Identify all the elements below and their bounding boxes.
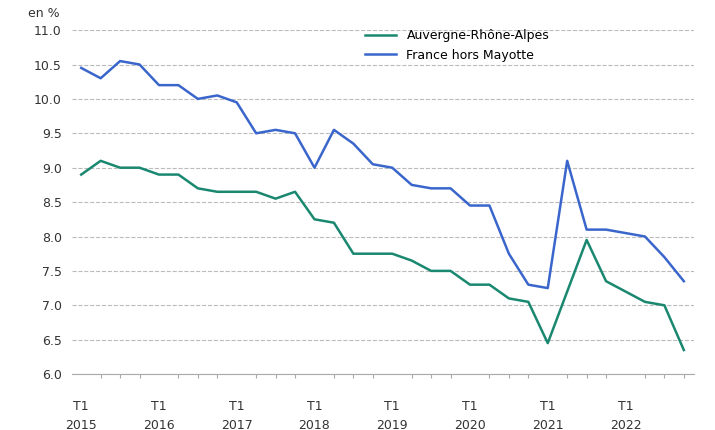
Auvergne-Rhône-Alpes <box>135 165 144 170</box>
Auvergne-Rhône-Alpes <box>621 289 630 294</box>
Text: 2021: 2021 <box>532 419 563 430</box>
Auvergne-Rhône-Alpes <box>446 268 455 273</box>
France hors Mayotte <box>485 203 494 208</box>
Auvergne-Rhône-Alpes <box>563 289 571 294</box>
Auvergne-Rhône-Alpes <box>582 237 591 243</box>
Text: 2015: 2015 <box>65 419 97 430</box>
France hors Mayotte <box>543 286 552 291</box>
Text: T1: T1 <box>462 400 478 413</box>
Auvergne-Rhône-Alpes <box>271 196 280 201</box>
Text: en %: en % <box>28 7 59 20</box>
Text: 2017: 2017 <box>221 419 252 430</box>
France hors Mayotte <box>388 165 397 170</box>
France hors Mayotte <box>524 282 533 287</box>
Text: T1: T1 <box>540 400 556 413</box>
Line: France hors Mayotte: France hors Mayotte <box>82 61 684 288</box>
Text: 2018: 2018 <box>299 419 330 430</box>
France hors Mayotte <box>116 58 124 64</box>
Auvergne-Rhône-Alpes <box>194 186 202 191</box>
Text: T1: T1 <box>151 400 167 413</box>
Auvergne-Rhône-Alpes <box>602 279 611 284</box>
Auvergne-Rhône-Alpes <box>543 341 552 346</box>
France hors Mayotte <box>97 76 105 81</box>
Auvergne-Rhône-Alpes <box>465 282 474 287</box>
Auvergne-Rhône-Alpes <box>116 165 124 170</box>
France hors Mayotte <box>252 131 260 136</box>
France hors Mayotte <box>310 165 319 170</box>
Text: 2019: 2019 <box>376 419 408 430</box>
France hors Mayotte <box>660 255 669 260</box>
Auvergne-Rhône-Alpes <box>77 172 86 177</box>
Text: 2022: 2022 <box>610 419 641 430</box>
Auvergne-Rhône-Alpes <box>97 158 105 163</box>
France hors Mayotte <box>291 131 300 136</box>
France hors Mayotte <box>465 203 474 208</box>
France hors Mayotte <box>330 127 338 132</box>
Auvergne-Rhône-Alpes <box>505 296 513 301</box>
France hors Mayotte <box>232 100 241 105</box>
Auvergne-Rhône-Alpes <box>427 268 435 273</box>
Auvergne-Rhône-Alpes <box>368 251 377 256</box>
France hors Mayotte <box>194 96 202 101</box>
Auvergne-Rhône-Alpes <box>641 299 649 304</box>
Auvergne-Rhône-Alpes <box>174 172 183 177</box>
Auvergne-Rhône-Alpes <box>291 189 300 194</box>
Auvergne-Rhône-Alpes <box>252 189 260 194</box>
Auvergne-Rhône-Alpes <box>310 217 319 222</box>
France hors Mayotte <box>135 62 144 67</box>
France hors Mayotte <box>679 279 688 284</box>
Auvergne-Rhône-Alpes <box>349 251 358 256</box>
Auvergne-Rhône-Alpes <box>660 303 669 308</box>
Auvergne-Rhône-Alpes <box>524 299 533 304</box>
France hors Mayotte <box>349 141 358 146</box>
France hors Mayotte <box>602 227 611 232</box>
Legend: Auvergne-Rhône-Alpes, France hors Mayotte: Auvergne-Rhône-Alpes, France hors Mayott… <box>365 30 549 62</box>
Auvergne-Rhône-Alpes <box>408 258 416 263</box>
France hors Mayotte <box>271 127 280 132</box>
Text: T1: T1 <box>74 400 89 413</box>
France hors Mayotte <box>582 227 591 232</box>
France hors Mayotte <box>563 158 571 163</box>
France hors Mayotte <box>154 83 163 88</box>
Auvergne-Rhône-Alpes <box>330 220 338 225</box>
France hors Mayotte <box>213 93 222 98</box>
Auvergne-Rhône-Alpes <box>388 251 397 256</box>
Text: 2016: 2016 <box>143 419 174 430</box>
Text: T1: T1 <box>229 400 245 413</box>
Text: T1: T1 <box>618 400 633 413</box>
Auvergne-Rhône-Alpes <box>213 189 222 194</box>
France hors Mayotte <box>368 162 377 167</box>
Text: T1: T1 <box>385 400 400 413</box>
Auvergne-Rhône-Alpes <box>154 172 163 177</box>
France hors Mayotte <box>77 65 86 71</box>
Auvergne-Rhône-Alpes <box>679 347 688 353</box>
Text: 2020: 2020 <box>454 419 486 430</box>
Auvergne-Rhône-Alpes <box>485 282 494 287</box>
France hors Mayotte <box>174 83 183 88</box>
France hors Mayotte <box>505 251 513 256</box>
France hors Mayotte <box>446 186 455 191</box>
Auvergne-Rhône-Alpes <box>232 189 241 194</box>
France hors Mayotte <box>408 182 416 187</box>
France hors Mayotte <box>427 186 435 191</box>
France hors Mayotte <box>641 234 649 239</box>
France hors Mayotte <box>621 230 630 236</box>
Text: T1: T1 <box>307 400 322 413</box>
Line: Auvergne-Rhône-Alpes: Auvergne-Rhône-Alpes <box>82 161 684 350</box>
